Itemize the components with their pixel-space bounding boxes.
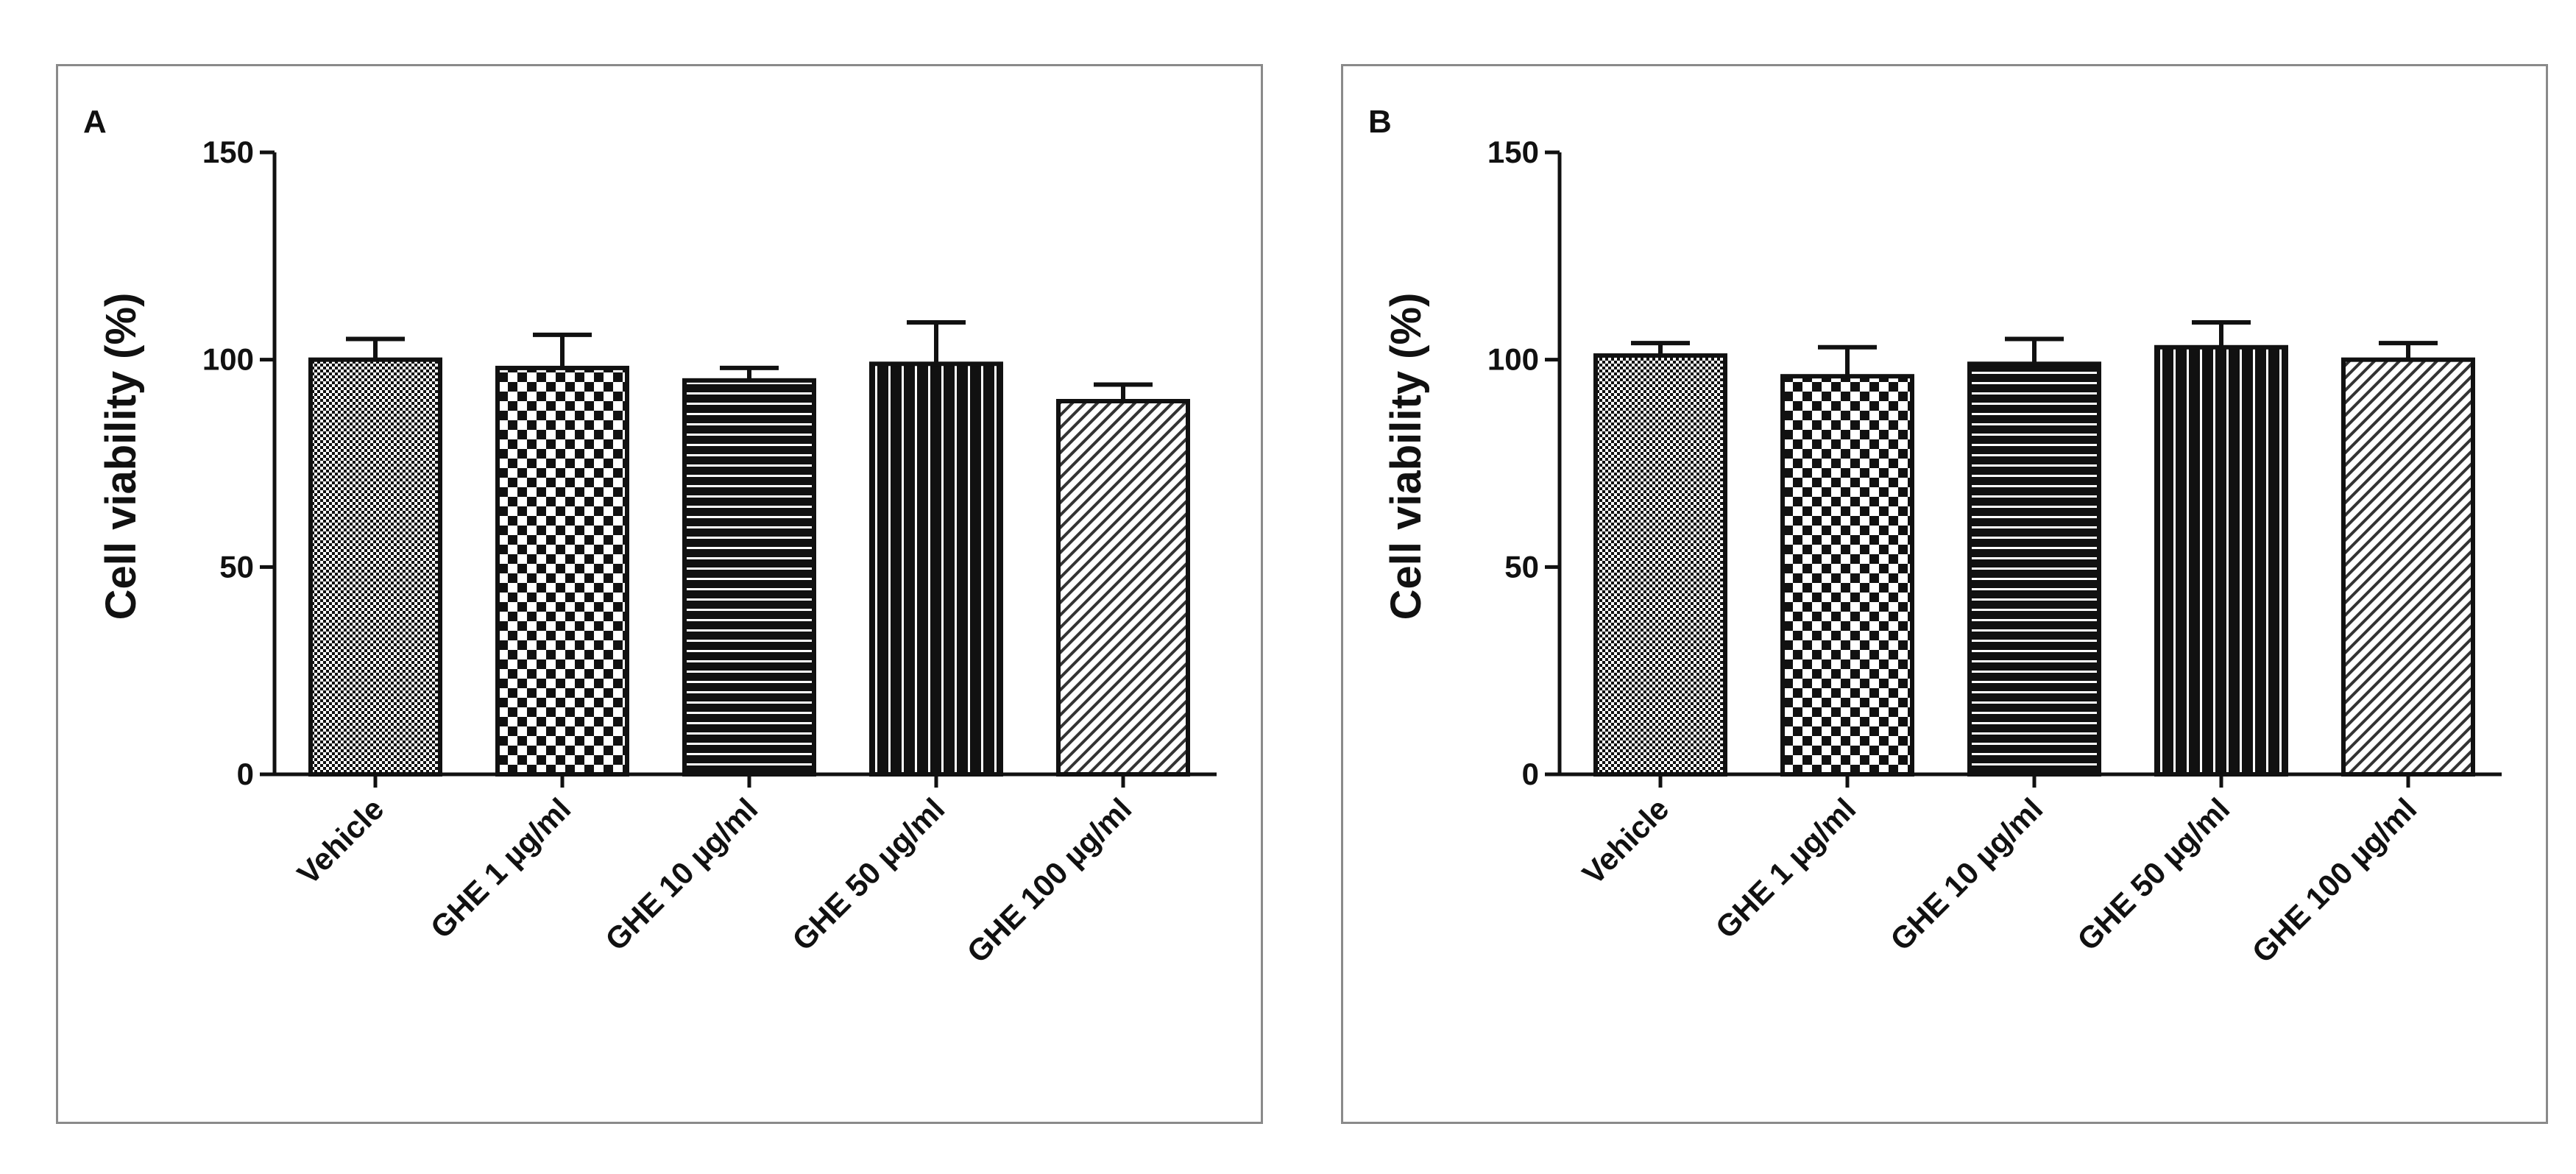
x-tick-label: Vehicle (291, 791, 391, 891)
y-tick-label: 0 (1522, 757, 1539, 791)
bar (308, 357, 442, 777)
y-tick-label: 50 (1504, 549, 1539, 584)
x-tick-label: GHE 100 µg/ml (960, 791, 1139, 969)
x-tick-label: GHE 1 µg/ml (424, 791, 578, 945)
x-tick-label: Vehicle (1576, 791, 1676, 891)
panel-label: A (83, 104, 107, 140)
chart-b-svg: B Cell viability (%) 0 50 100 150 Vehicle GHE… (1368, 104, 2502, 969)
bar (682, 378, 816, 777)
y-axis-title: Cell viability (%) (97, 293, 145, 620)
x-tick-label: GHE 50 µg/ml (785, 791, 951, 957)
y-tick-label: 0 (237, 757, 254, 791)
panel-label: B (1368, 104, 1392, 140)
bar (1056, 399, 1190, 777)
x-tick-label: GHE 50 µg/ml (2070, 791, 2236, 957)
x-tick-label: GHE 100 µg/ml (2246, 791, 2424, 969)
bar (495, 365, 629, 777)
y-tick-label: 100 (202, 342, 254, 377)
y-tick-label: 150 (202, 135, 254, 169)
x-tick-label: GHE 10 µg/ml (598, 791, 764, 957)
bar (1780, 374, 1914, 777)
panel-b: B Cell viability (%) 0 50 100 150 Vehicle GHE… (1341, 64, 2548, 1124)
chart-a-svg: A Cell viability (%) 0 50 100 150 Vehicle GHE… (83, 104, 1217, 969)
x-tick-label: GHE 1 µg/ml (1709, 791, 1863, 945)
x-tick-label: GHE 10 µg/ml (1883, 791, 2049, 957)
bar (2154, 344, 2288, 777)
y-tick-label: 100 (1487, 342, 1539, 377)
bar (2341, 357, 2475, 777)
bar (1593, 353, 1727, 777)
bar (869, 361, 1003, 777)
bar (1967, 361, 2101, 777)
y-tick-label: 150 (1487, 135, 1539, 169)
panel-a: A Cell viability (%) 0 50 100 150 Vehicle GHE… (56, 64, 1263, 1124)
y-tick-label: 50 (219, 549, 254, 584)
y-axis-title: Cell viability (%) (1382, 293, 1430, 620)
